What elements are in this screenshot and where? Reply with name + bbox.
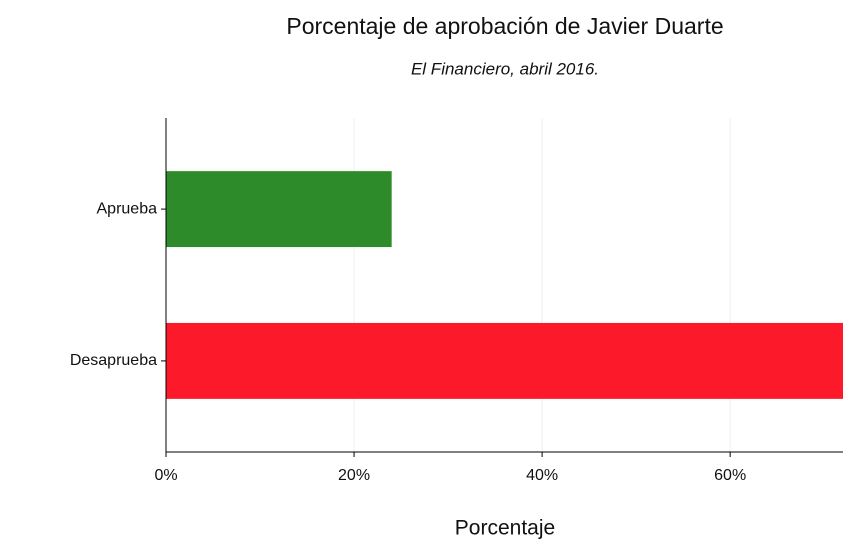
y-tick-label: Aprueba — [97, 200, 158, 217]
bar — [166, 322, 843, 399]
x-tick-label: 60% — [714, 467, 746, 484]
x-tick-label: 0% — [154, 467, 177, 484]
chart-title: Porcentaje de aprobación de Javier Duart… — [286, 13, 723, 39]
x-tick-label: 40% — [526, 467, 558, 484]
x-tick-label: 20% — [338, 467, 370, 484]
bar — [166, 171, 392, 248]
x-axis-title: Porcentaje — [455, 517, 555, 540]
y-tick-label: Desaprueba — [70, 352, 157, 369]
chart-subtitle: El Financiero, abril 2016. — [411, 59, 599, 78]
